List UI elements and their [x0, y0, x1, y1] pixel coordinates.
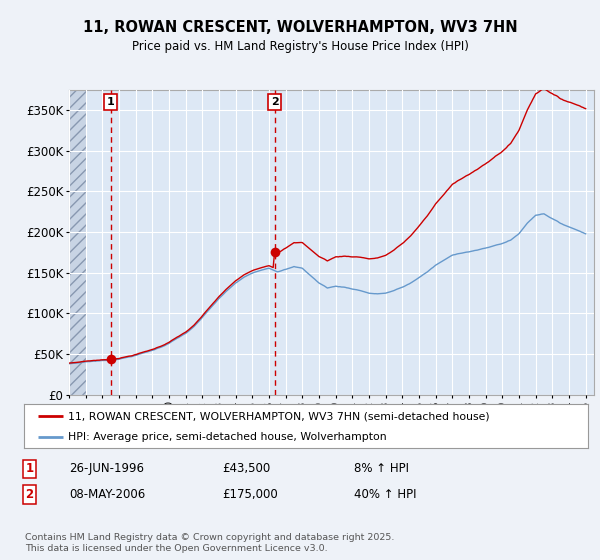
- Text: 11, ROWAN CRESCENT, WOLVERHAMPTON, WV3 7HN (semi-detached house): 11, ROWAN CRESCENT, WOLVERHAMPTON, WV3 7…: [68, 411, 490, 421]
- Text: £43,500: £43,500: [222, 462, 270, 475]
- Text: 1: 1: [25, 462, 34, 475]
- Text: 1: 1: [107, 97, 115, 107]
- Text: £175,000: £175,000: [222, 488, 278, 501]
- Text: 26-JUN-1996: 26-JUN-1996: [69, 462, 144, 475]
- Text: 2: 2: [25, 488, 34, 501]
- Text: 08-MAY-2006: 08-MAY-2006: [69, 488, 145, 501]
- Text: 40% ↑ HPI: 40% ↑ HPI: [354, 488, 416, 501]
- Text: 11, ROWAN CRESCENT, WOLVERHAMPTON, WV3 7HN: 11, ROWAN CRESCENT, WOLVERHAMPTON, WV3 7…: [83, 20, 517, 35]
- Text: Price paid vs. HM Land Registry's House Price Index (HPI): Price paid vs. HM Land Registry's House …: [131, 40, 469, 53]
- Text: HPI: Average price, semi-detached house, Wolverhampton: HPI: Average price, semi-detached house,…: [68, 432, 386, 442]
- Text: 8% ↑ HPI: 8% ↑ HPI: [354, 462, 409, 475]
- Text: 2: 2: [271, 97, 279, 107]
- Bar: [69, 90, 87, 395]
- Text: Contains HM Land Registry data © Crown copyright and database right 2025.
This d: Contains HM Land Registry data © Crown c…: [25, 533, 395, 553]
